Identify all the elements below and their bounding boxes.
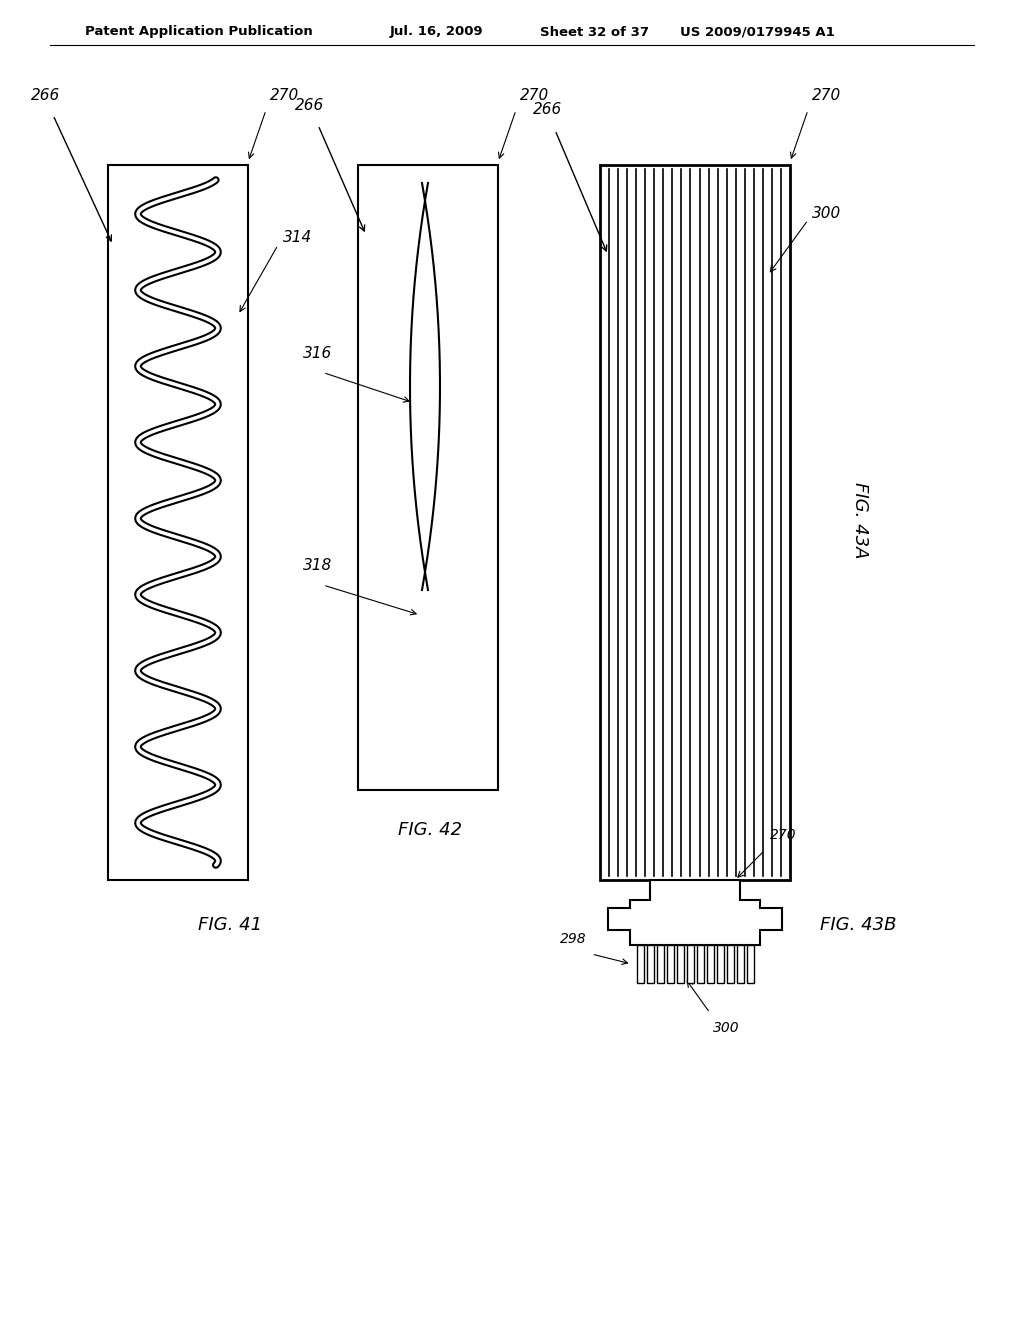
Bar — [726, 945, 733, 983]
Text: FIG. 43A: FIG. 43A — [851, 482, 869, 558]
Polygon shape — [608, 880, 782, 945]
Text: Patent Application Publication: Patent Application Publication — [85, 25, 312, 38]
Bar — [637, 945, 643, 983]
Text: 300: 300 — [713, 1020, 739, 1035]
Text: Sheet 32 of 37: Sheet 32 of 37 — [540, 25, 649, 38]
Bar — [667, 945, 674, 983]
Text: 266: 266 — [32, 88, 60, 103]
Text: 270: 270 — [270, 88, 299, 103]
Bar — [696, 945, 703, 983]
Bar — [358, 165, 498, 789]
Bar — [746, 945, 754, 983]
Text: 266: 266 — [534, 102, 562, 117]
Text: 314: 314 — [283, 231, 312, 246]
Bar — [677, 945, 683, 983]
Text: 266: 266 — [295, 98, 325, 114]
Text: 316: 316 — [303, 346, 333, 360]
Text: 270: 270 — [520, 88, 549, 103]
Bar — [717, 945, 724, 983]
Text: FIG. 41: FIG. 41 — [198, 916, 262, 935]
Text: FIG. 42: FIG. 42 — [398, 821, 462, 840]
Text: 270: 270 — [770, 828, 797, 842]
Text: Jul. 16, 2009: Jul. 16, 2009 — [390, 25, 483, 38]
Bar — [600, 165, 790, 880]
Bar — [736, 945, 743, 983]
Bar — [656, 945, 664, 983]
Bar — [108, 165, 248, 880]
Text: 300: 300 — [812, 206, 842, 220]
Bar — [686, 945, 693, 983]
Bar — [646, 945, 653, 983]
Text: US 2009/0179945 A1: US 2009/0179945 A1 — [680, 25, 835, 38]
Text: 270: 270 — [812, 88, 842, 103]
Text: 318: 318 — [303, 558, 333, 573]
Text: FIG. 43B: FIG. 43B — [820, 916, 896, 935]
Bar — [707, 945, 714, 983]
Text: 298: 298 — [560, 932, 587, 946]
